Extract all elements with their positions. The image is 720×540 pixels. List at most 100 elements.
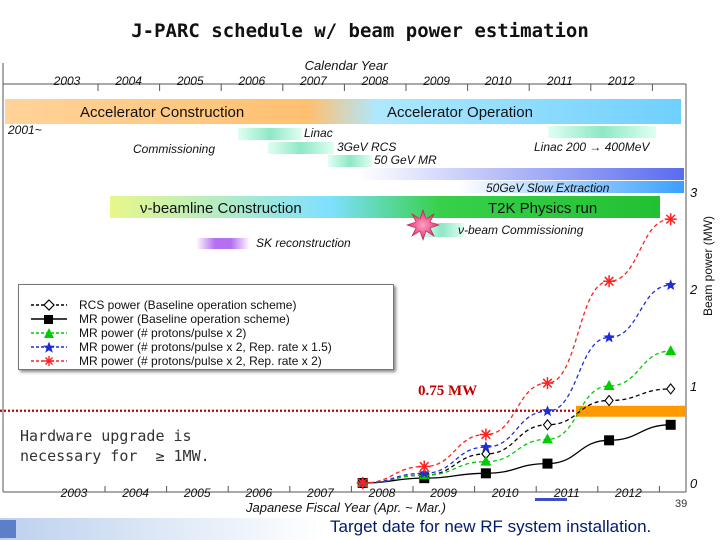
- data-point: [665, 279, 677, 290]
- legend-symbol-rcs: [31, 299, 67, 311]
- series-line: [362, 218, 671, 484]
- data-point: [665, 383, 676, 395]
- rcs-bar: [268, 142, 334, 154]
- series-mr-power-baseline-operation-scheme: [357, 419, 676, 488]
- power-tick-0: 0: [690, 476, 698, 491]
- power-tick-1: 1: [690, 379, 697, 394]
- target-date-marker: [535, 498, 567, 501]
- power-tick-2: 2: [689, 282, 698, 297]
- burst-star-icon: [406, 209, 440, 241]
- data-point: [604, 394, 614, 407]
- bottom-year-2010: 2010: [491, 486, 519, 500]
- top-year-2006: 2006: [237, 74, 265, 88]
- data-point: [418, 467, 430, 479]
- target-note: Target date for new RF system installati…: [330, 517, 652, 536]
- mr-label: 50 GeV MR: [374, 153, 437, 167]
- data-point: [480, 468, 491, 479]
- data-point: [541, 405, 554, 417]
- series-mr-power-protons-pulse-x-2-rep-rate-x-1-5: [357, 279, 677, 488]
- footer-square: [0, 520, 16, 538]
- legend: RCS power (Baseline operation scheme) MR…: [18, 284, 394, 370]
- t2k-run-text: T2K Physics run: [488, 200, 597, 217]
- upgrade-note: Hardware upgrade is necessary for ≥ 1MW.: [20, 427, 210, 465]
- legend-label-rcs: RCS power (Baseline operation scheme): [79, 298, 297, 312]
- series-line: [362, 424, 671, 484]
- top-year-2004: 2004: [114, 74, 142, 88]
- footer-bar: [0, 518, 320, 540]
- page-title: J-PARC schedule w/ beam power estimation: [131, 20, 589, 42]
- series-mr-power-protons-pulse-x-2: [357, 345, 677, 487]
- mr-commission-bar: [328, 155, 372, 167]
- bottom-year-2007: 2007: [306, 486, 335, 500]
- slow-extraction-bar: [458, 181, 684, 193]
- top-year-2003: 2003: [53, 74, 81, 88]
- series-mr-power-protons-pulse-x-2-rep-rate-x-2: [356, 213, 677, 489]
- data-point: [603, 331, 615, 343]
- fiscal-year-label: Japanese Fiscal Year (Apr. ~ Mar.): [245, 500, 446, 515]
- bottom-year-2009: 2009: [429, 486, 457, 500]
- sk-reconstruction-label: SK reconstruction: [256, 236, 351, 250]
- data-point: [603, 275, 616, 288]
- top-year-2007: 2007: [299, 74, 328, 88]
- top-year-2011: 2011: [546, 74, 573, 88]
- linac-bar: [238, 128, 302, 140]
- series-line: [362, 350, 671, 484]
- target-power-band: [576, 405, 686, 417]
- bottom-year-2005: 2005: [183, 486, 211, 500]
- data-point: [418, 460, 431, 473]
- legend-label-mr-x2-rep2: MR power (# protons/pulse x 2, Rep. rate…: [79, 354, 322, 368]
- data-point: [665, 419, 676, 430]
- linac-label: Linac: [304, 126, 333, 140]
- data-point: [542, 458, 553, 469]
- accel-operation-text: Accelerator Operation: [387, 104, 533, 121]
- since-2001-label: 2001~: [7, 123, 42, 137]
- legend-label-mr-base: MR power (Baseline operation scheme): [79, 312, 290, 326]
- bottom-year-2006: 2006: [244, 486, 272, 500]
- calendar-year-label: Calendar Year: [305, 58, 389, 73]
- top-year-2009: 2009: [422, 74, 450, 88]
- data-point: [665, 345, 677, 356]
- data-point: [541, 377, 554, 390]
- bottom-year-2008: 2008: [368, 486, 396, 500]
- mr-operation-bar: [358, 168, 684, 180]
- top-year-2012: 2012: [607, 74, 635, 88]
- top-year-2010: 2010: [484, 74, 512, 88]
- series-line: [362, 284, 671, 484]
- page-number: 39: [675, 498, 688, 510]
- data-point: [664, 213, 677, 226]
- data-point: [479, 428, 492, 441]
- data-point: [603, 380, 615, 390]
- commissioning-label: Commissioning: [133, 142, 215, 156]
- top-year-2005: 2005: [176, 74, 204, 88]
- rcs-label: 3GeV RCS: [337, 140, 396, 154]
- beam-power-label: Beam power (MW): [701, 216, 715, 316]
- data-point: [604, 435, 615, 446]
- bottom-year-2004: 2004: [121, 486, 149, 500]
- legend-symbol-mr-x2-rep2: [31, 356, 67, 366]
- threshold-label: 0.75 MW: [418, 383, 478, 399]
- top-year-2008: 2008: [361, 74, 389, 88]
- legend-symbol-mr-x2-rep15: [31, 341, 67, 353]
- data-point: [542, 418, 553, 431]
- accelerator-bar: [5, 99, 681, 124]
- data-point: [541, 433, 553, 444]
- accel-construction-text: Accelerator Construction: [80, 104, 244, 121]
- nu-commissioning-label: ν-beam Commissioning: [458, 223, 584, 237]
- linac-upgrade-label: Linac 200 → 400MeV: [534, 140, 650, 154]
- legend-label-mr-x2: MR power (# protons/pulse x 2): [79, 326, 247, 340]
- bottom-year-2011: 2011: [553, 486, 580, 500]
- nu-beamline-text: ν-beamline Construction: [140, 200, 302, 217]
- data-point: [480, 455, 492, 466]
- sk-reconstruction-bar: [196, 238, 250, 249]
- power-tick-3: 3: [690, 185, 698, 200]
- slow-extraction-label: 50GeV Slow Extraction: [486, 181, 610, 195]
- linac-upgrade-bar: [548, 126, 656, 138]
- legend-label-mr-x2-rep15: MR power (# protons/pulse x 2, Rep. rate…: [79, 340, 332, 354]
- bottom-year-2012: 2012: [614, 486, 642, 500]
- bottom-year-2003: 2003: [60, 486, 88, 500]
- data-point: [480, 441, 492, 452]
- series-rcs-power-baseline-operation-scheme: [357, 383, 676, 489]
- legend-symbol-mr-x2: [31, 328, 67, 338]
- data-point: [356, 477, 369, 489]
